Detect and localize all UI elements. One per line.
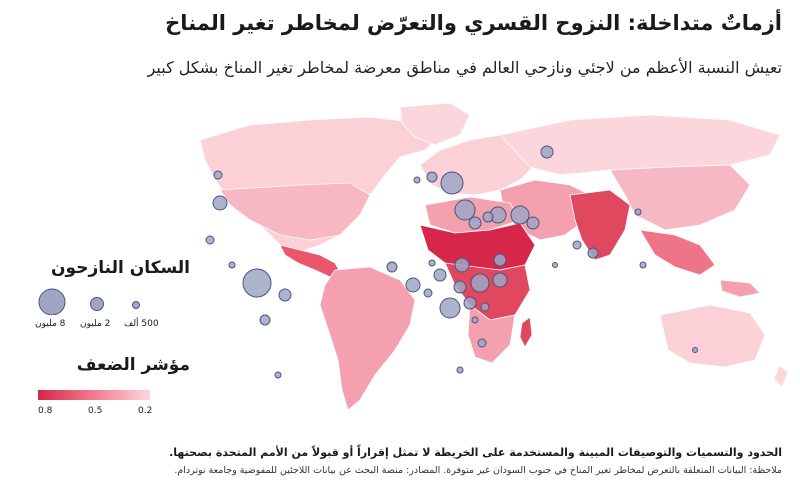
population-legend-title: السكان النازحون: [51, 258, 190, 278]
vulnerability-color-scale: [38, 390, 150, 400]
displacement-bubbles: [205, 145, 698, 379]
legend-circle-2m: [90, 297, 104, 311]
bubble-somalia: [492, 272, 508, 288]
bubble-germany: [426, 171, 438, 183]
bubble-uganda: [463, 296, 477, 310]
map-disclaimer: الحدود والتسميات والتوصيفات المبينة والم…: [169, 446, 782, 459]
bubble-usa: [212, 195, 228, 211]
east-asia: [609, 164, 751, 231]
legend-label-8m: 8 مليون: [35, 319, 66, 329]
bubble-chile: [274, 371, 282, 379]
bubble-turkey: [454, 199, 476, 221]
africa-south: [467, 304, 516, 364]
bubble-yemen: [493, 253, 507, 267]
bubble-philippines: [639, 261, 647, 269]
bubble-cameroon: [423, 288, 433, 298]
bubble-china: [634, 208, 642, 216]
bubble-mali: [386, 261, 398, 273]
map-title: أزماتٌ متداخلة: النزوح القسري والتعرّض ل…: [165, 11, 782, 35]
population-legend-circles: [38, 288, 140, 315]
southeast-asia: [639, 229, 716, 276]
bubble-iraq: [482, 211, 494, 223]
bubble-kenya: [480, 302, 490, 312]
legend-label-2m: 2 مليون: [80, 319, 111, 329]
south-asia: [569, 189, 631, 261]
bubble-drc: [439, 297, 461, 319]
bubble-australia: [692, 347, 698, 353]
bubble-bangladesh: [572, 240, 582, 250]
bubble-niger: [428, 259, 436, 267]
bubble-tanzania: [471, 316, 479, 324]
legend-circle-500k: [132, 301, 140, 309]
usa: [219, 182, 371, 241]
bubble-pakistan: [526, 216, 540, 230]
vulnerability-tick-mid: 0.5: [88, 406, 103, 416]
bubble-sudan: [454, 257, 470, 273]
bubble-syria: [468, 216, 482, 230]
bubble-myanmar: [587, 247, 599, 259]
bubble-mozambique: [477, 338, 487, 348]
map-source-note: ملاحظة: البيانات المتعلقة بالتعرض لمخاطر…: [174, 465, 782, 476]
vulnerability-tick-low: 0.2: [138, 406, 153, 416]
bubble-russia: [540, 145, 554, 159]
central-america: [279, 244, 343, 278]
new-zealand: [773, 364, 789, 388]
vulnerability-tick-high: 0.8: [38, 406, 53, 416]
greenland: [399, 102, 471, 146]
south-america: [319, 266, 416, 411]
bubble-chad: [433, 268, 447, 282]
bubble-ukraine: [440, 171, 464, 195]
population-legend: 8 مليون 2 مليون 500 ألف: [30, 285, 170, 335]
map-subtitle: تعيش النسبة الأعظم من لاجئي ونازحي العال…: [147, 58, 782, 77]
bubble-peru: [259, 314, 271, 326]
bubble-sri-lanka: [552, 262, 558, 268]
bubble-afghanistan: [510, 205, 530, 225]
bubble-uk: [413, 176, 421, 184]
australia: [659, 304, 766, 368]
legend-circle-8m: [38, 288, 66, 315]
land-masses: [199, 102, 789, 411]
bubble-mexico: [205, 235, 215, 245]
bubble-central-am: [228, 261, 236, 269]
bubble-colombia: [242, 268, 272, 298]
bubble-venezuela: [278, 288, 292, 302]
bubble-south-africa: [456, 366, 464, 374]
bubble-south-sudan: [453, 280, 467, 294]
bubble-ethiopia: [470, 273, 490, 293]
papua: [719, 279, 761, 298]
russia: [499, 114, 781, 176]
bubble-nigeria: [405, 277, 421, 293]
bubble-canada: [213, 170, 223, 180]
vulnerability-legend-title: مؤشر الضعف: [76, 355, 190, 375]
world-map: [199, 102, 789, 411]
madagascar: [519, 316, 533, 348]
legend-label-500k: 500 ألف: [124, 319, 159, 329]
